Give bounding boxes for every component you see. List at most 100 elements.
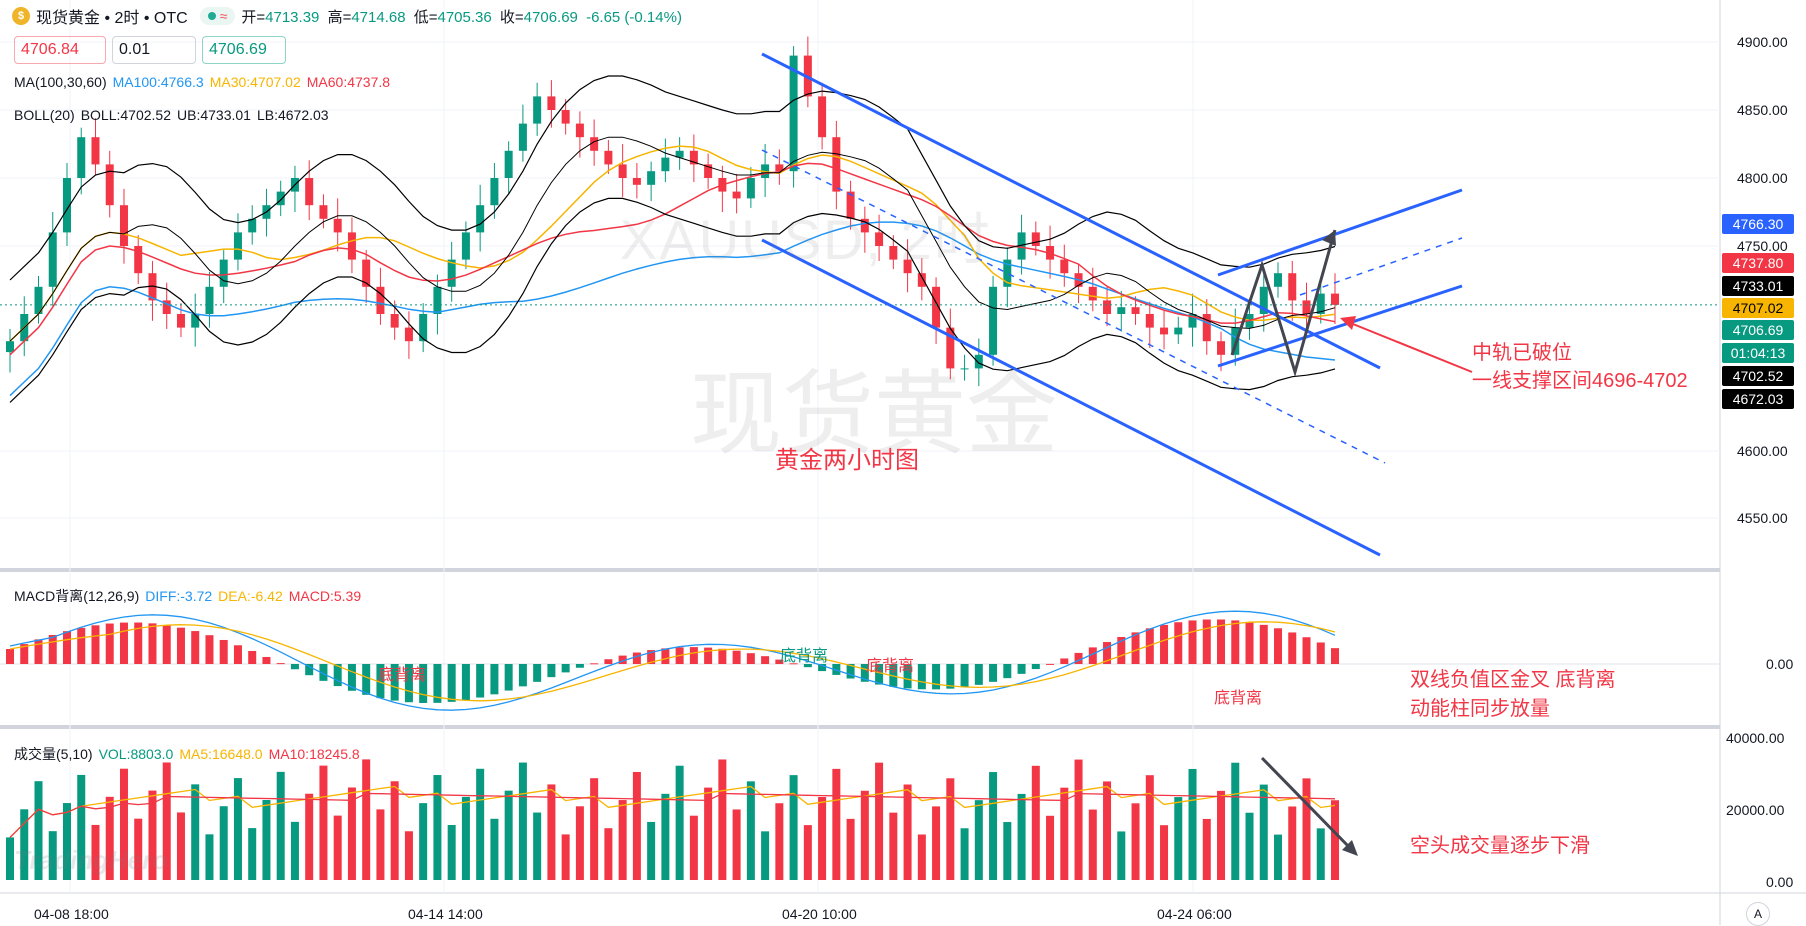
price-tag-countdown: 01:04:13 <box>1722 343 1794 363</box>
macd-histogram-bar <box>775 659 784 664</box>
volume-bar <box>1259 784 1268 880</box>
channel-lower-line <box>761 238 1381 557</box>
candle-body <box>404 327 413 342</box>
macd-legend[interactable]: MACD背离(12,26,9) DIFF:-3.72 DEA:-6.42 MACD:5… <box>14 586 367 606</box>
quantity-input[interactable]: 0.01 <box>112 36 196 64</box>
macd-histogram-bar <box>362 664 371 695</box>
volume-bar <box>974 800 983 880</box>
candle-body <box>347 232 356 260</box>
macd-histogram-bar <box>404 664 413 703</box>
volume-bar <box>1188 768 1197 880</box>
candle-body <box>704 164 713 178</box>
sell-price-button[interactable]: 4706.84 <box>14 36 106 64</box>
macd-histogram-bar <box>875 664 884 685</box>
candle-body <box>148 273 157 301</box>
candle-body <box>1331 293 1339 305</box>
macd-histogram-bar <box>1160 624 1169 664</box>
time-tick: 04-20 10:00 <box>782 906 857 922</box>
candle-body <box>1288 273 1297 301</box>
volume-bar <box>960 828 969 880</box>
volume-bar <box>860 790 869 880</box>
volume-bar <box>134 818 143 880</box>
ma30-line <box>9 145 1336 342</box>
divergence-label: 底背离 <box>1214 690 1263 707</box>
volume-bar <box>575 806 584 880</box>
candle-body <box>1274 273 1283 287</box>
macd-histogram-bar <box>974 664 983 685</box>
interval-label[interactable]: 2时 <box>114 10 140 27</box>
candle-body <box>1160 327 1169 335</box>
volume-bar <box>333 815 342 880</box>
volume-bar <box>618 800 627 880</box>
macd-histogram-bar <box>604 659 613 664</box>
volume-bar <box>390 781 399 880</box>
symbol-name[interactable]: 现货黄金 <box>36 10 101 27</box>
volume-bar <box>1088 809 1097 880</box>
candle-body <box>732 191 741 199</box>
candle-body <box>1259 286 1268 314</box>
volume-bar <box>718 759 727 880</box>
volume-tick: 40000.00 <box>1726 730 1785 746</box>
boll-legend[interactable]: BOLL(20) BOLL:4702.52 UB:4733.01 LB:4672.03 <box>14 107 335 123</box>
open-value: 4713.39 <box>265 8 320 26</box>
candle-body <box>917 273 926 287</box>
candle-body <box>775 164 784 172</box>
high-key: 高= <box>327 8 352 26</box>
support-arrow-line <box>1347 321 1473 373</box>
volume-legend[interactable]: 成交量(5,10) VOL:8803.0 MA5:16648.0 MA10:18245… <box>14 744 366 764</box>
volume-bar <box>476 768 485 880</box>
candle-body <box>1117 307 1126 314</box>
candle-body <box>1103 300 1112 314</box>
buy-price-button[interactable]: 4706.69 <box>202 36 286 64</box>
volume-bar <box>219 806 228 880</box>
macd-histogram-bar <box>290 664 299 670</box>
volume-bar <box>1217 790 1226 880</box>
watermark-symbol: XAUUSD, 2时 <box>620 208 992 271</box>
candle-body <box>960 368 969 370</box>
candle-body <box>191 314 200 328</box>
candle-body <box>1145 314 1154 328</box>
macd-histogram-bar <box>618 655 627 664</box>
candle-body <box>1060 259 1069 274</box>
chart-title-annotation: 黄金两小时图 <box>775 447 919 474</box>
macd-annotation-1: 双线负值区金叉 底背离 <box>1410 669 1616 691</box>
macd-histogram-bar <box>1017 664 1026 674</box>
auto-scale-button[interactable]: A <box>1746 902 1770 926</box>
volume-bar <box>803 825 812 880</box>
support-arrow-head-icon <box>1340 316 1356 330</box>
candle-body <box>376 286 385 314</box>
volume-trend-arrow <box>1260 756 1354 852</box>
macd-histogram-bar <box>1131 632 1140 664</box>
candle-body <box>248 218 257 233</box>
volume-tick: 0.00 <box>1766 874 1794 890</box>
price-tag-ma60: 4737.80 <box>1722 253 1794 273</box>
candle-body <box>419 314 428 342</box>
volume-bar <box>1003 822 1012 880</box>
macd-histogram-bar <box>1145 628 1154 664</box>
symbol-title[interactable]: 现货黄金 • 2时 • OTC <box>36 10 188 27</box>
volume-bar <box>818 796 827 880</box>
macd-histogram-bar <box>1217 619 1226 664</box>
macd-histogram-bar <box>932 664 941 690</box>
macd-histogram-bar <box>162 625 171 664</box>
candle-body <box>1131 307 1140 314</box>
macd-histogram-bar <box>789 663 798 665</box>
volume-bar <box>1316 828 1325 880</box>
macd-histogram-bar <box>305 664 314 676</box>
macd-histogram-bar <box>561 664 570 673</box>
time-tick: 04-14 14:00 <box>408 906 483 922</box>
volume-bar <box>889 812 898 880</box>
volume-bar <box>1031 765 1040 880</box>
candle-body <box>476 205 485 233</box>
divergence-label: 底背离 <box>780 648 829 665</box>
candle-body <box>1031 232 1040 246</box>
macd-histogram-bar <box>632 652 641 664</box>
candle-body <box>77 137 86 178</box>
wave-icon: ≈ <box>219 8 228 24</box>
macd-histogram-bar <box>1245 622 1254 664</box>
ma-legend[interactable]: MA(100,30,60) MA100:4766.3 MA30:4707.02 MA6… <box>14 74 396 90</box>
price-tag-last: 4706.69 <box>1722 320 1794 340</box>
candle-body <box>675 150 684 158</box>
market-status-pill[interactable]: ≈ <box>199 7 236 25</box>
